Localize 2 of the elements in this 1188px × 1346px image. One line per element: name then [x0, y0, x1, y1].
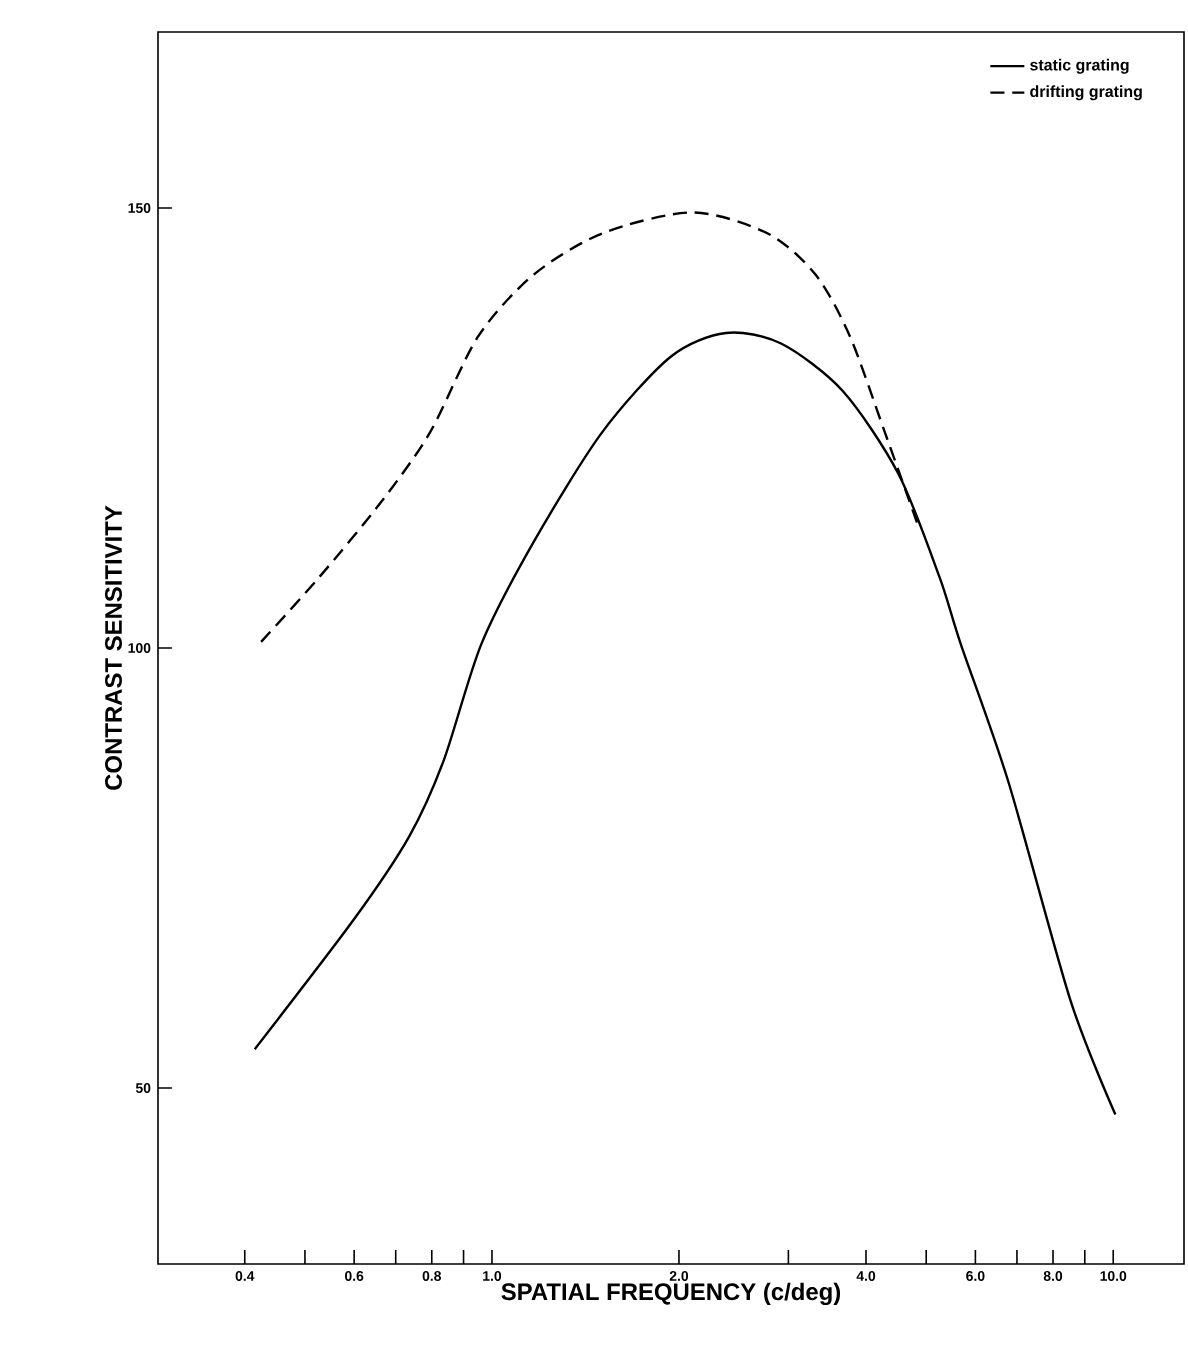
x-axis-title: SPATIAL FREQUENCY (c/deg) — [501, 1282, 841, 1306]
y-axis-title: CONTRAST SENSITIVITY — [105, 505, 122, 790]
